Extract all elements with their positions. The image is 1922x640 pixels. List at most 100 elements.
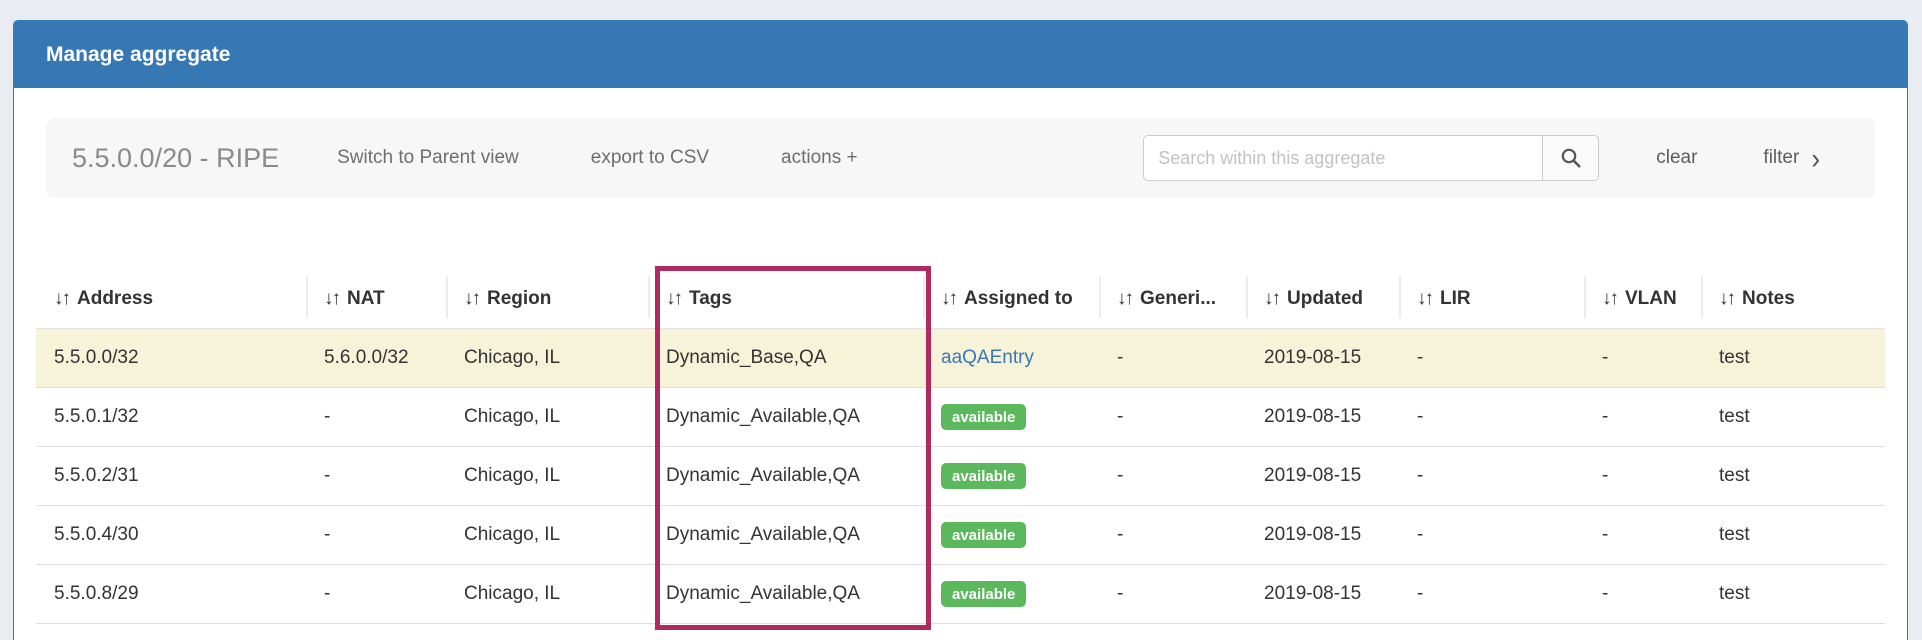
- cell-nat: -: [306, 446, 446, 506]
- column-label: Notes: [1742, 287, 1795, 309]
- panel-body: 5.5.0.0/20 - RIPE Switch to Parent view …: [14, 118, 1907, 624]
- column-header-lir[interactable]: ↓↑ LIR: [1399, 270, 1584, 329]
- clear-search-link[interactable]: clear: [1656, 147, 1698, 168]
- manage-aggregate-panel: Manage aggregate 5.5.0.0/20 - RIPE Switc…: [13, 20, 1908, 640]
- sort-icon: ↓↑: [1417, 287, 1434, 309]
- cell-region: Chicago, IL: [446, 328, 648, 388]
- search-button[interactable]: [1542, 135, 1600, 181]
- cell-region: Chicago, IL: [446, 387, 648, 447]
- cell-tags: Dynamic_Base,QA: [648, 328, 923, 388]
- column-header-generic[interactable]: ↓↑ Generi...: [1099, 270, 1246, 329]
- cell-updated: 2019-08-15: [1246, 505, 1399, 565]
- chevron-right-icon: ›: [1811, 140, 1820, 176]
- cell-nat: -: [306, 564, 446, 624]
- table-row[interactable]: 5.5.0.8/29- Chicago, IL Dynamic_Available,…: [36, 564, 1885, 624]
- cell-address: 5.5.0.2/31: [36, 446, 306, 506]
- sort-icon: ↓↑: [1117, 287, 1134, 309]
- cell-notes: test: [1701, 564, 1885, 624]
- cell-vlan: -: [1584, 387, 1701, 447]
- column-label: Address: [77, 287, 154, 309]
- cell-updated: 2019-08-15: [1246, 446, 1399, 506]
- column-label: Tags: [689, 287, 732, 309]
- cell-address: 5.5.0.0/32: [36, 328, 306, 388]
- cell-tags: Dynamic_Available,QA: [648, 446, 923, 506]
- cell-lir: -: [1399, 328, 1584, 388]
- column-header-updated[interactable]: ↓↑ Updated: [1246, 270, 1399, 329]
- aggregate-table: ↓↑ Address ↓↑ NAT ↓↑ Region ↓↑ Tags ↓↑ Assigned t…: [36, 270, 1885, 624]
- cell-notes: test: [1701, 446, 1885, 506]
- search-input[interactable]: [1143, 135, 1544, 181]
- sort-icon: ↓↑: [464, 287, 481, 309]
- column-label: Generi...: [1140, 287, 1217, 309]
- column-header-tags[interactable]: ↓↑ Tags: [648, 270, 923, 329]
- cell-nat: 5.6.0.0/32: [306, 328, 446, 388]
- cell-tags: Dynamic_Available,QA: [648, 505, 923, 565]
- cell-generic: -: [1099, 328, 1246, 388]
- sort-icon: ↓↑: [54, 287, 71, 309]
- column-label: Updated: [1287, 287, 1363, 309]
- cell-assigned: available: [923, 387, 1099, 447]
- filter-label: filter: [1763, 147, 1800, 168]
- cell-assigned: aaQAEntry: [923, 328, 1099, 388]
- table-row[interactable]: 5.5.0.4/30- Chicago, IL Dynamic_Available,…: [36, 505, 1885, 565]
- cell-vlan: -: [1584, 328, 1701, 388]
- cell-nat: -: [306, 505, 446, 565]
- column-label: Region: [487, 287, 552, 309]
- cell-generic: -: [1099, 505, 1246, 565]
- cell-updated: 2019-08-15: [1246, 387, 1399, 447]
- cell-assigned: available: [923, 505, 1099, 565]
- column-header-address[interactable]: ↓↑ Address: [36, 270, 306, 329]
- sort-icon: ↓↑: [666, 287, 683, 309]
- cell-address: 5.5.0.1/32: [36, 387, 306, 447]
- column-header-vlan[interactable]: ↓↑ VLAN: [1584, 270, 1701, 329]
- column-label: VLAN: [1625, 287, 1677, 309]
- cell-tags: Dynamic_Available,QA: [648, 564, 923, 624]
- table-header-row: ↓↑ Address ↓↑ NAT ↓↑ Region ↓↑ Tags ↓↑ Assigned t…: [36, 270, 1885, 329]
- cell-region: Chicago, IL: [446, 505, 648, 565]
- column-label: NAT: [347, 287, 385, 309]
- table-row[interactable]: 5.5.0.0/32 5.6.0.0/32 Chicago, IL Dynamic_B…: [36, 328, 1885, 388]
- actions-menu-link[interactable]: actions +: [781, 147, 858, 168]
- column-header-region[interactable]: ↓↑ Region: [446, 270, 648, 329]
- cell-generic: -: [1099, 446, 1246, 506]
- table-row[interactable]: 5.5.0.2/31- Chicago, IL Dynamic_Available,…: [36, 446, 1885, 506]
- sort-icon: ↓↑: [941, 287, 958, 309]
- column-label: LIR: [1440, 287, 1471, 309]
- column-header-notes[interactable]: ↓↑ Notes: [1701, 270, 1885, 329]
- sort-icon: ↓↑: [1602, 287, 1619, 309]
- cell-assigned: available: [923, 446, 1099, 506]
- switch-parent-view-link[interactable]: Switch to Parent view: [337, 147, 519, 168]
- cell-lir: -: [1399, 446, 1584, 506]
- status-badge: available: [941, 521, 1027, 548]
- column-label: Assigned to: [964, 287, 1073, 309]
- export-csv-link[interactable]: export to CSV: [590, 147, 710, 168]
- status-badge: available: [941, 462, 1027, 489]
- column-header-nat[interactable]: ↓↑ NAT: [306, 270, 446, 329]
- column-header-assigned[interactable]: ↓↑ Assigned to: [923, 270, 1099, 329]
- aggregate-table-wrap: ↓↑ Address ↓↑ NAT ↓↑ Region ↓↑ Tags ↓↑ Assigned t…: [36, 270, 1885, 624]
- cell-notes: test: [1701, 387, 1885, 447]
- cell-region: Chicago, IL: [446, 564, 648, 624]
- table-row[interactable]: 5.5.0.1/32 - Chicago, IL Dynamic_Available,…: [36, 387, 1885, 447]
- cell-updated: 2019-08-15: [1246, 328, 1399, 388]
- cell-lir: -: [1399, 387, 1584, 447]
- cell-region: Chicago, IL: [446, 446, 648, 506]
- sort-icon: ↓↑: [324, 287, 341, 309]
- cell-generic: -: [1099, 387, 1246, 447]
- assigned-entry-link[interactable]: aaQAEntry: [941, 346, 1034, 368]
- cell-vlan: -: [1584, 505, 1701, 565]
- sort-icon: ↓↑: [1719, 287, 1736, 309]
- cell-notes: test: [1701, 505, 1885, 565]
- cell-notes: test: [1701, 328, 1885, 388]
- search-icon: [1561, 148, 1581, 168]
- cell-updated: 2019-08-15: [1246, 564, 1399, 624]
- cell-tags: Dynamic_Available,QA: [648, 387, 923, 447]
- cell-assigned: available: [923, 564, 1099, 624]
- search-group: [1143, 135, 1600, 181]
- aggregate-label: 5.5.0.0/20 - RIPE: [72, 142, 280, 173]
- cell-vlan: -: [1584, 446, 1701, 506]
- cell-address: 5.5.0.8/29: [36, 564, 306, 624]
- filter-link[interactable]: filter ›: [1763, 140, 1820, 176]
- cell-lir: -: [1399, 564, 1584, 624]
